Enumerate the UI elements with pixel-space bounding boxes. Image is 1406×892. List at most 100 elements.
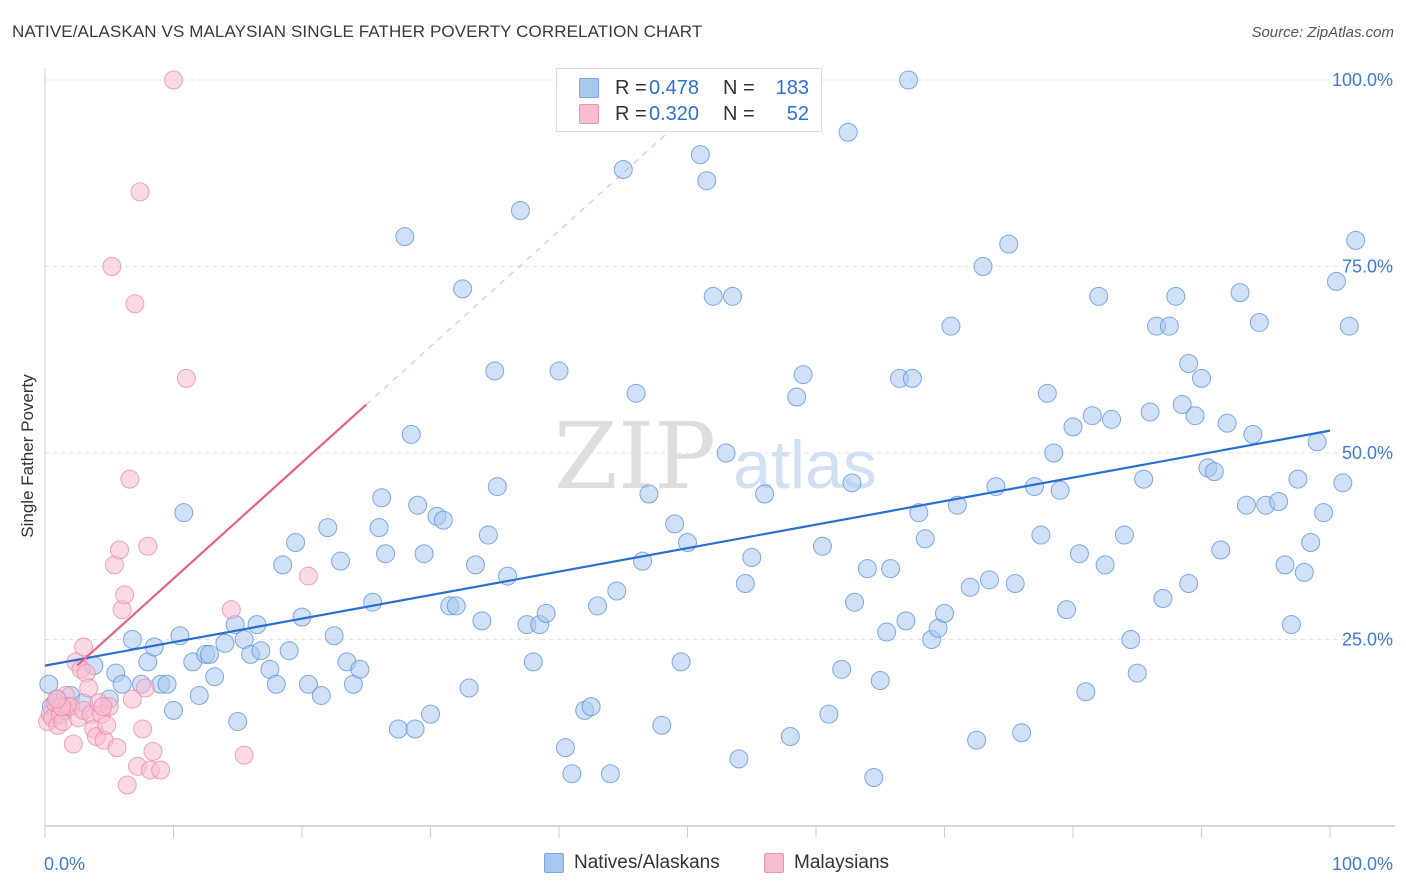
- data-point: [671, 652, 691, 672]
- data-point: [877, 622, 897, 642]
- chart-title: NATIVE/ALASKAN VS MALAYSIAN SINGLE FATHE…: [12, 22, 703, 41]
- data-point: [1339, 316, 1359, 336]
- data-point: [465, 555, 485, 575]
- data-point: [221, 600, 241, 620]
- data-point: [665, 514, 685, 534]
- data-point: [157, 674, 177, 694]
- data-point: [581, 697, 601, 717]
- data-point: [110, 540, 130, 560]
- data-point: [376, 544, 396, 564]
- data-point: [1069, 544, 1089, 564]
- data-point: [487, 477, 507, 497]
- data-point: [1288, 469, 1308, 489]
- data-point: [915, 529, 935, 549]
- data-point: [1134, 469, 1154, 489]
- data-point: [112, 674, 132, 694]
- data-point: [395, 227, 415, 247]
- data-point: [755, 484, 775, 504]
- data-point: [857, 559, 877, 579]
- data-point: [838, 122, 858, 142]
- data-point: [1301, 533, 1321, 553]
- data-point: [234, 745, 254, 765]
- data-point: [215, 633, 235, 653]
- watermark-zip: ZIP: [554, 403, 716, 510]
- legend-r-value: 0.320: [649, 102, 700, 125]
- data-point: [652, 715, 672, 735]
- data-point: [318, 518, 338, 538]
- data-point: [1166, 286, 1186, 306]
- data-point: [138, 536, 158, 556]
- data-point: [1275, 555, 1295, 575]
- data-point: [735, 574, 755, 594]
- series-natives-points: [39, 70, 1366, 788]
- data-point: [881, 559, 901, 579]
- data-point: [135, 678, 155, 698]
- data-point: [941, 316, 961, 336]
- data-point: [279, 641, 299, 661]
- data-point: [405, 719, 425, 739]
- data-point: [1314, 503, 1334, 523]
- data-point: [39, 674, 59, 694]
- data-point: [298, 674, 318, 694]
- legend-r-label: R =: [615, 76, 647, 99]
- data-point: [973, 257, 993, 276]
- data-point: [228, 712, 248, 732]
- data-point: [722, 286, 742, 306]
- data-point: [74, 637, 94, 657]
- data-point: [1236, 495, 1256, 515]
- data-point: [1211, 540, 1231, 560]
- data-point: [286, 533, 306, 553]
- data-point: [1185, 406, 1205, 426]
- legend-swatch-malaysians: [579, 104, 599, 124]
- data-point: [1153, 588, 1173, 608]
- data-point: [562, 764, 582, 784]
- data-point: [899, 70, 919, 90]
- data-point: [164, 700, 183, 720]
- data-point: [1307, 432, 1327, 452]
- data-point: [1326, 271, 1346, 291]
- data-point: [842, 473, 862, 493]
- data-point: [536, 603, 556, 623]
- data-point: [107, 738, 127, 758]
- data-point: [117, 775, 137, 795]
- data-point: [549, 361, 569, 381]
- data-point: [401, 424, 421, 444]
- data-point: [1172, 395, 1192, 415]
- data-point: [1294, 562, 1314, 582]
- data-point: [626, 383, 646, 403]
- data-point: [555, 738, 575, 758]
- data-point: [1102, 409, 1122, 429]
- data-point: [1192, 368, 1211, 388]
- data-point: [472, 611, 492, 631]
- legend-swatch-natives: [579, 78, 599, 98]
- data-point: [780, 726, 800, 746]
- data-point: [1230, 283, 1250, 303]
- data-point: [266, 674, 286, 694]
- data-point: [1269, 491, 1289, 511]
- data-point: [1179, 353, 1199, 373]
- bottom-legend-label-malaysians: Malaysians: [794, 852, 890, 873]
- legend-n-value: 183: [775, 76, 809, 99]
- data-point: [1121, 630, 1141, 649]
- data-point: [133, 719, 153, 739]
- bottom-legend-swatch-malaysians: [764, 853, 784, 873]
- data-point: [864, 768, 884, 788]
- data-point: [174, 503, 194, 523]
- data-point: [205, 667, 225, 687]
- data-point: [459, 678, 479, 698]
- data-point: [793, 365, 813, 385]
- data-point: [1037, 383, 1057, 403]
- data-point: [787, 387, 807, 407]
- bottom-legend-label-natives: Natives/Alaskans: [574, 852, 720, 873]
- data-point: [122, 630, 142, 649]
- data-point: [639, 484, 659, 504]
- data-point: [510, 201, 530, 221]
- data-point: [716, 443, 736, 463]
- data-point: [143, 741, 163, 761]
- data-point: [47, 689, 67, 709]
- data-point: [613, 160, 633, 180]
- data-point: [446, 596, 466, 616]
- data-point: [902, 368, 922, 388]
- data-point: [1063, 417, 1083, 437]
- data-point: [350, 659, 370, 679]
